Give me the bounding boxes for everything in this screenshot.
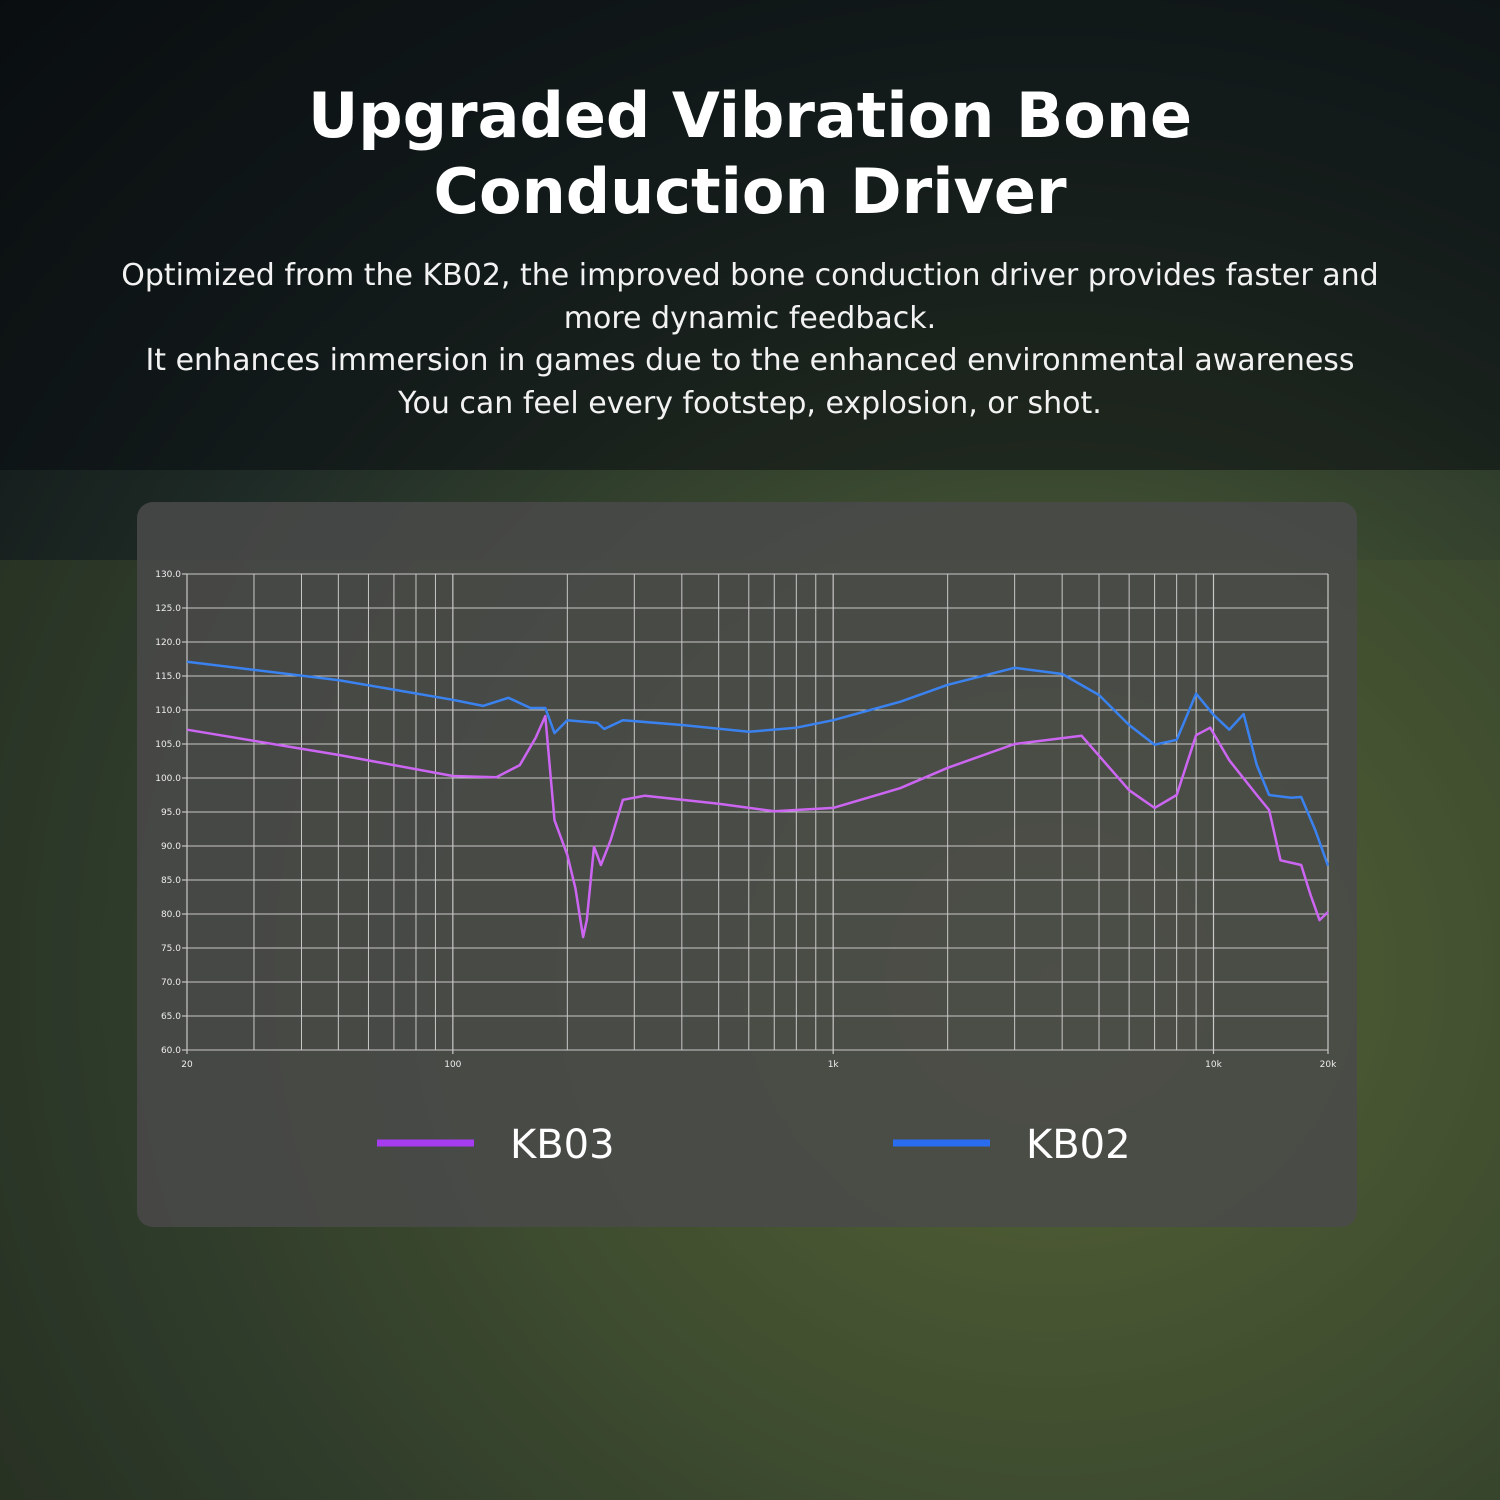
x-tick-label: 100	[444, 1060, 461, 1070]
y-tick-label: 100.0	[155, 774, 181, 784]
y-tick-label: 65.0	[161, 1012, 181, 1022]
series-line	[186, 660, 1330, 867]
y-tick-label: 70.0	[161, 978, 181, 988]
description-line: more dynamic feedback.	[563, 301, 937, 336]
description-line: Optimized from the KB02, the improved bo…	[121, 258, 1379, 293]
x-tick-label: 1k	[828, 1060, 840, 1070]
y-tick-label: 110.0	[155, 706, 181, 716]
description-line: It enhances immersion in games due to th…	[145, 343, 1355, 378]
series-line	[186, 714, 1329, 939]
y-tick-label: 75.0	[161, 944, 181, 954]
legend-label: KB03	[510, 1122, 615, 1168]
y-tick-label: 95.0	[161, 808, 181, 818]
y-tick-label: 90.0	[161, 842, 181, 852]
x-tick-label: 20k	[1320, 1060, 1337, 1070]
description-line: You can feel every footstep, explosion, …	[398, 386, 1102, 421]
title: Upgraded Vibration Bone Conduction Drive…	[307, 79, 1193, 228]
y-tick-label: 80.0	[161, 910, 181, 920]
chart-panel	[137, 502, 1357, 1227]
x-tick-label: 20	[181, 1060, 193, 1070]
y-tick-label: 60.0	[161, 1046, 181, 1056]
legend-label: KB02	[1026, 1122, 1131, 1168]
x-tick-label: 10k	[1205, 1060, 1222, 1070]
y-tick-label: 130.0	[155, 570, 181, 580]
y-tick-label: 120.0	[155, 638, 181, 648]
y-tick-label: 105.0	[155, 740, 181, 750]
y-tick-label: 115.0	[155, 672, 181, 682]
y-tick-label: 85.0	[161, 876, 181, 886]
y-tick-label: 125.0	[155, 604, 181, 614]
